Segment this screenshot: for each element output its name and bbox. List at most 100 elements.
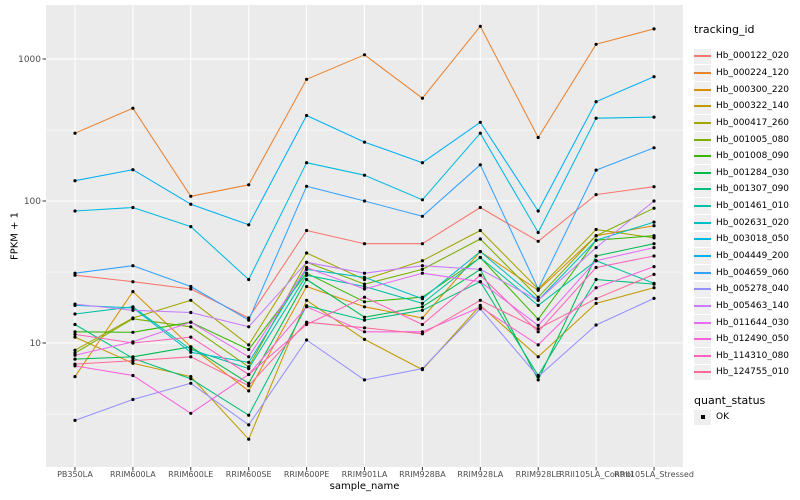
data-point bbox=[420, 198, 424, 202]
data-point bbox=[652, 254, 656, 258]
x-tick-label: RRIM901LA bbox=[342, 470, 388, 479]
legend-key-line-swatch bbox=[694, 165, 711, 181]
legend-entry-Hb_005463_140: Hb_005463_140 bbox=[694, 298, 789, 315]
legend-entry-label: Hb_000300_220 bbox=[716, 84, 790, 95]
data-point bbox=[247, 277, 251, 282]
data-point bbox=[305, 251, 309, 255]
data-point bbox=[420, 267, 424, 271]
data-point bbox=[362, 295, 367, 299]
legend-entry-label: Hb_000322_140 bbox=[716, 101, 790, 112]
data-point bbox=[420, 259, 424, 263]
data-point bbox=[478, 237, 482, 241]
data-point bbox=[594, 301, 598, 305]
data-point bbox=[362, 300, 367, 304]
data-point bbox=[189, 345, 193, 349]
data-point bbox=[73, 332, 77, 336]
data-point bbox=[594, 277, 598, 282]
data-point bbox=[420, 367, 424, 371]
data-point bbox=[305, 338, 309, 342]
data-point bbox=[652, 206, 656, 210]
data-point bbox=[247, 360, 251, 364]
data-point bbox=[131, 356, 135, 360]
legend-title-quant-status: quant_status bbox=[694, 394, 766, 407]
data-point bbox=[420, 242, 424, 246]
data-point bbox=[362, 284, 367, 289]
series-color-line bbox=[694, 338, 711, 341]
data-point bbox=[536, 317, 540, 321]
data-point bbox=[652, 236, 656, 240]
data-point bbox=[420, 308, 424, 312]
data-point bbox=[247, 423, 251, 427]
series-color-line bbox=[694, 105, 711, 108]
legend-entry-Hb_001307_090: Hb_001307_090 bbox=[694, 181, 789, 198]
data-point bbox=[478, 228, 482, 233]
data-point bbox=[247, 347, 251, 352]
data-point bbox=[73, 330, 77, 334]
data-point bbox=[652, 281, 656, 285]
legend-entry-label: Hb_002631_020 bbox=[716, 217, 790, 228]
legend-key-line-swatch bbox=[694, 98, 711, 114]
data-point bbox=[305, 284, 309, 289]
x-axis-title: sample_name bbox=[329, 481, 400, 492]
data-point bbox=[305, 77, 309, 81]
quant-entries: OK bbox=[694, 409, 729, 426]
data-point bbox=[189, 325, 193, 329]
legend-entry-label: Hb_001005_080 bbox=[716, 134, 790, 145]
data-point bbox=[652, 242, 656, 246]
data-point bbox=[73, 131, 77, 135]
legend-entry-Hb_001005_080: Hb_001005_080 bbox=[694, 131, 789, 148]
data-point bbox=[652, 185, 656, 189]
data-point bbox=[305, 277, 309, 282]
data-point bbox=[73, 351, 77, 355]
data-point bbox=[131, 330, 135, 334]
data-point bbox=[536, 239, 540, 243]
data-point bbox=[594, 238, 598, 242]
data-point bbox=[420, 301, 424, 305]
legend-key-line-swatch bbox=[694, 348, 711, 364]
legend-key-line-swatch bbox=[694, 298, 711, 314]
data-point bbox=[247, 355, 251, 359]
data-point bbox=[247, 381, 251, 385]
x-tick-label: RRIM928LA bbox=[457, 470, 503, 479]
data-point bbox=[247, 183, 251, 187]
y-tick-label: 10 bbox=[30, 339, 42, 349]
data-point bbox=[536, 375, 540, 379]
data-point bbox=[189, 350, 193, 354]
data-point bbox=[652, 224, 656, 228]
data-point bbox=[247, 367, 251, 371]
data-point bbox=[594, 254, 598, 258]
series-color-line bbox=[694, 71, 711, 74]
data-point bbox=[362, 287, 367, 291]
data-point bbox=[594, 227, 598, 232]
data-point bbox=[362, 173, 367, 177]
legend-entry-label: Hb_012490_050 bbox=[716, 334, 790, 345]
legend-key-point-swatch bbox=[694, 409, 711, 426]
data-point bbox=[131, 341, 135, 345]
data-point bbox=[131, 205, 135, 210]
data-point bbox=[362, 242, 367, 246]
data-point bbox=[478, 120, 482, 124]
data-point bbox=[73, 348, 77, 352]
data-point bbox=[189, 375, 193, 379]
data-point bbox=[652, 199, 656, 203]
quant-status-point-icon bbox=[700, 415, 705, 420]
data-point bbox=[131, 373, 135, 378]
data-point bbox=[247, 223, 251, 227]
legend-entry-Hb_011644_030: Hb_011644_030 bbox=[694, 314, 789, 331]
legend-key-line-swatch bbox=[694, 214, 711, 231]
data-point bbox=[478, 163, 482, 167]
data-point bbox=[305, 260, 309, 264]
series-color-line bbox=[694, 221, 711, 224]
data-point bbox=[478, 131, 482, 135]
legend-key-line-swatch bbox=[694, 48, 711, 65]
data-point bbox=[189, 287, 193, 291]
data-point bbox=[420, 316, 424, 320]
data-point bbox=[420, 297, 424, 301]
data-point bbox=[305, 113, 309, 118]
data-point bbox=[73, 375, 77, 379]
legend-entry-Hb_005278_040: Hb_005278_040 bbox=[694, 281, 789, 298]
data-point bbox=[652, 27, 656, 31]
data-point bbox=[362, 199, 367, 203]
data-point bbox=[594, 297, 598, 301]
data-point bbox=[247, 413, 251, 417]
